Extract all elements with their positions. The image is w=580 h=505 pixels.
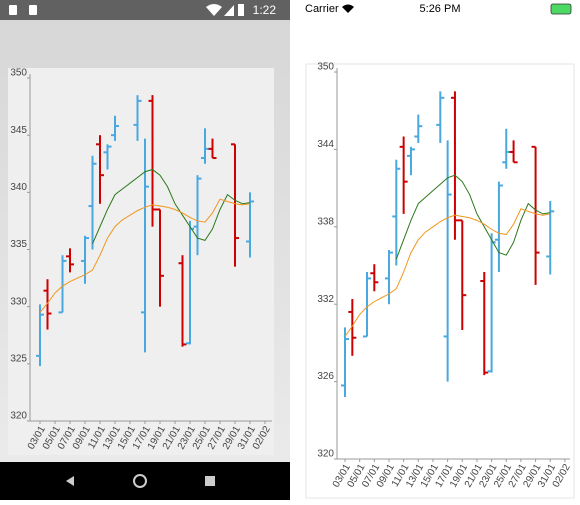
- y-tick-label: 340: [10, 182, 27, 193]
- battery-icon: [238, 4, 244, 16]
- battery-icon: [550, 3, 572, 15]
- y-tick-label: 345: [10, 125, 27, 136]
- gap: [290, 0, 300, 500]
- y-tick-label: 350: [317, 62, 334, 73]
- status-time: 5:26 PM: [420, 3, 461, 15]
- y-tick-label: 332: [317, 294, 334, 305]
- sd-icon: [29, 5, 37, 15]
- y-tick-label: 335: [10, 239, 27, 250]
- back-button[interactable]: [66, 476, 74, 486]
- status-time: 1:22: [253, 3, 277, 17]
- android-status-bar: [0, 0, 290, 20]
- home-button[interactable]: [133, 474, 147, 488]
- y-tick-label: 350: [10, 68, 27, 79]
- wifi-icon: [342, 4, 354, 13]
- y-tick-label: 325: [10, 353, 27, 364]
- carrier: Carrier: [305, 3, 339, 15]
- moving-average-line: [395, 174, 551, 260]
- recents-button[interactable]: [205, 476, 215, 486]
- moving-average-line: [39, 198, 251, 313]
- y-tick-label: 330: [10, 296, 27, 307]
- y-tick-label: 320: [317, 449, 334, 460]
- wifi-icon: [206, 4, 222, 16]
- moving-average-line: [344, 208, 551, 337]
- y-tick-label: 326: [317, 371, 334, 382]
- y-tick-label: 344: [317, 139, 334, 150]
- y-tick-label: 320: [10, 411, 27, 422]
- notification-icon: [9, 5, 17, 15]
- moving-average-line: [92, 168, 251, 244]
- y-tick-label: 338: [317, 216, 334, 227]
- chart-panel: [8, 68, 274, 455]
- signal-icon: [224, 5, 234, 16]
